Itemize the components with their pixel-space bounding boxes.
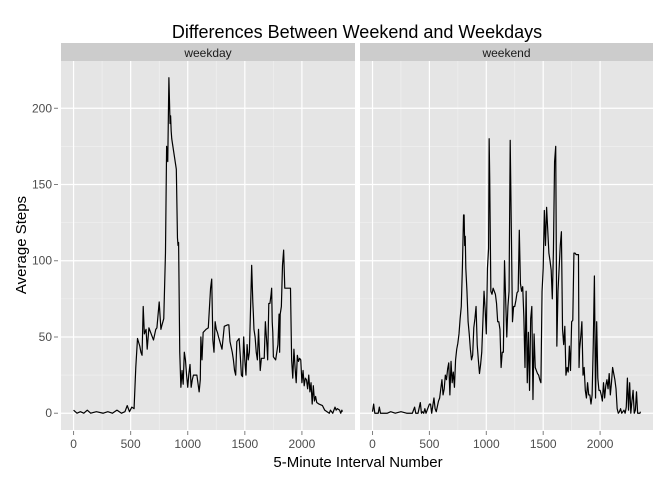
panel-background — [61, 61, 355, 430]
y-tick-label: 150 — [32, 178, 52, 192]
panel-weekend: weekend 0 500 1000 1500 2000 — [360, 43, 653, 451]
y-tick-label: 100 — [32, 254, 52, 268]
series-line-weekday — [73, 77, 344, 414]
x-axis-label: 5-Minute Interval Number — [273, 454, 442, 471]
strip-label-weekday: weekday — [183, 46, 231, 60]
panel-weekday: weekday 0 500 1000 1500 2000 — [61, 43, 355, 451]
chart-title: Differences Between Weekend and Weekdays — [172, 22, 542, 42]
x-tick-label: 0 — [369, 437, 376, 451]
x-tick-label: 500 — [121, 437, 141, 451]
y-tick-label: 50 — [39, 330, 53, 344]
panel-background — [360, 61, 653, 430]
x-tick-label: 1500 — [530, 437, 557, 451]
x-tick-label: 0 — [70, 437, 77, 451]
x-tick-label: 1000 — [174, 437, 201, 451]
y-tick-label: 0 — [45, 406, 52, 420]
y-tick-label: 200 — [32, 101, 52, 115]
x-tick-label: 500 — [419, 437, 439, 451]
x-tick-label: 2000 — [587, 437, 614, 451]
strip-weekend — [360, 43, 653, 61]
x-tick-label: 2000 — [289, 437, 316, 451]
x-tick-label: 1500 — [231, 437, 258, 451]
series-line-weekend — [371, 138, 642, 414]
strip-label-weekend: weekend — [481, 46, 530, 60]
strip-weekday — [61, 43, 355, 61]
x-tick-label: 1000 — [473, 437, 500, 451]
y-axis-label: Average Steps — [13, 196, 30, 294]
